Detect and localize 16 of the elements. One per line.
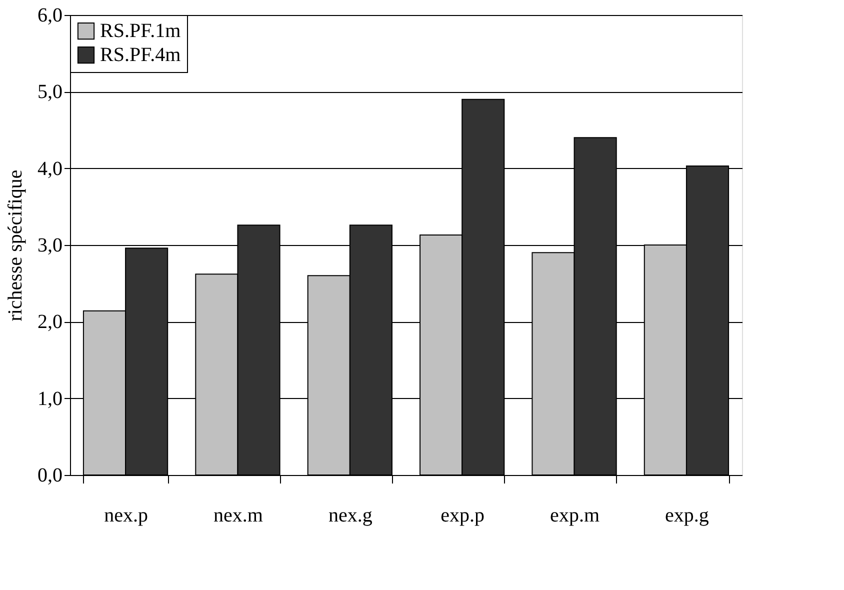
- y-tick-label: 3,0: [38, 234, 62, 256]
- x-tick-label: exp.g: [665, 504, 709, 526]
- x-tick-label: nex.p: [104, 504, 148, 526]
- x-tick-label: exp.m: [550, 504, 600, 526]
- y-tick-label: 0,0: [38, 464, 62, 486]
- legend-label: RS.PF.4m: [100, 44, 182, 66]
- y-tick-label: 1,0: [38, 388, 62, 410]
- x-tick-label: nex.m: [214, 504, 264, 526]
- y-tick-label: 2,0: [38, 311, 62, 334]
- y-axis-title: richesse spécifique: [4, 170, 26, 322]
- legend-label: RS.PF.1m: [100, 20, 182, 42]
- x-tick-label: exp.p: [440, 504, 485, 526]
- x-tick-label: nex.g: [328, 504, 372, 526]
- y-tick-label: 4,0: [38, 158, 62, 180]
- y-tick-label: 5,0: [38, 81, 62, 104]
- y-tick-label: 6,0: [38, 4, 62, 26]
